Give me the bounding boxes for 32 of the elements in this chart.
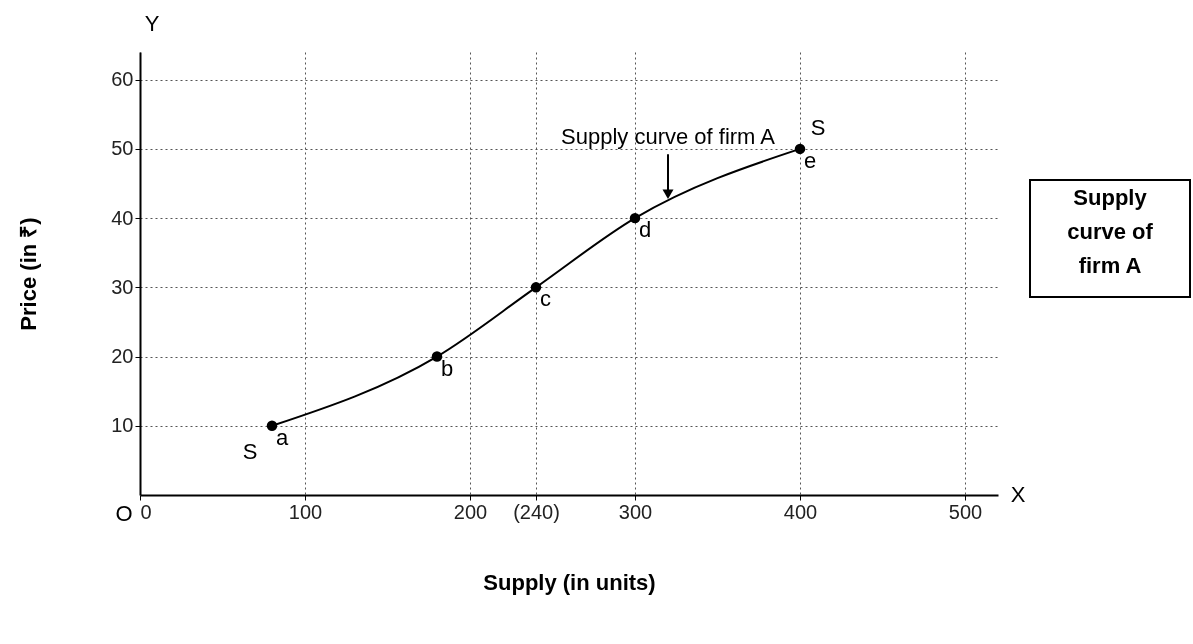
y-tick-label: 40 (111, 206, 134, 229)
y-tick-label: 50 (111, 137, 134, 160)
annotation: S (810, 115, 826, 140)
x-tick-label: 100 (288, 500, 323, 523)
annotation: Supply curve of firm A (561, 124, 776, 150)
annotation: c (540, 286, 551, 312)
point (794, 143, 806, 155)
x-tick-label: (240) (513, 500, 560, 523)
y-tick-label: 20 (111, 345, 134, 368)
x-tick-label: 300 (618, 500, 653, 523)
annotation: S (242, 439, 258, 464)
annotation: d (639, 217, 652, 243)
x-tick-label: 400 (783, 500, 818, 523)
text: Y (144, 11, 160, 36)
point (266, 420, 278, 432)
text: X (1010, 482, 1026, 507)
y-tick-label: 30 (111, 275, 134, 298)
point (629, 212, 641, 224)
text: Supply curve of firm A (1067, 185, 1154, 278)
x-tick-label: 0 (140, 500, 152, 523)
annotation: e (804, 147, 817, 173)
annotation: a (276, 424, 289, 450)
y-axis-title: Price (in ₹) (16, 217, 42, 331)
point (530, 282, 542, 293)
x-axis-title: Supply (in units) (483, 569, 656, 595)
x-tick-label: 200 (453, 500, 488, 523)
annotation: b (441, 355, 454, 381)
text: O (115, 501, 133, 526)
point (431, 351, 443, 362)
y-tick-label: 10 (111, 414, 134, 437)
x-tick-label: 500 (948, 500, 983, 523)
y-tick-label: 60 (111, 68, 134, 91)
